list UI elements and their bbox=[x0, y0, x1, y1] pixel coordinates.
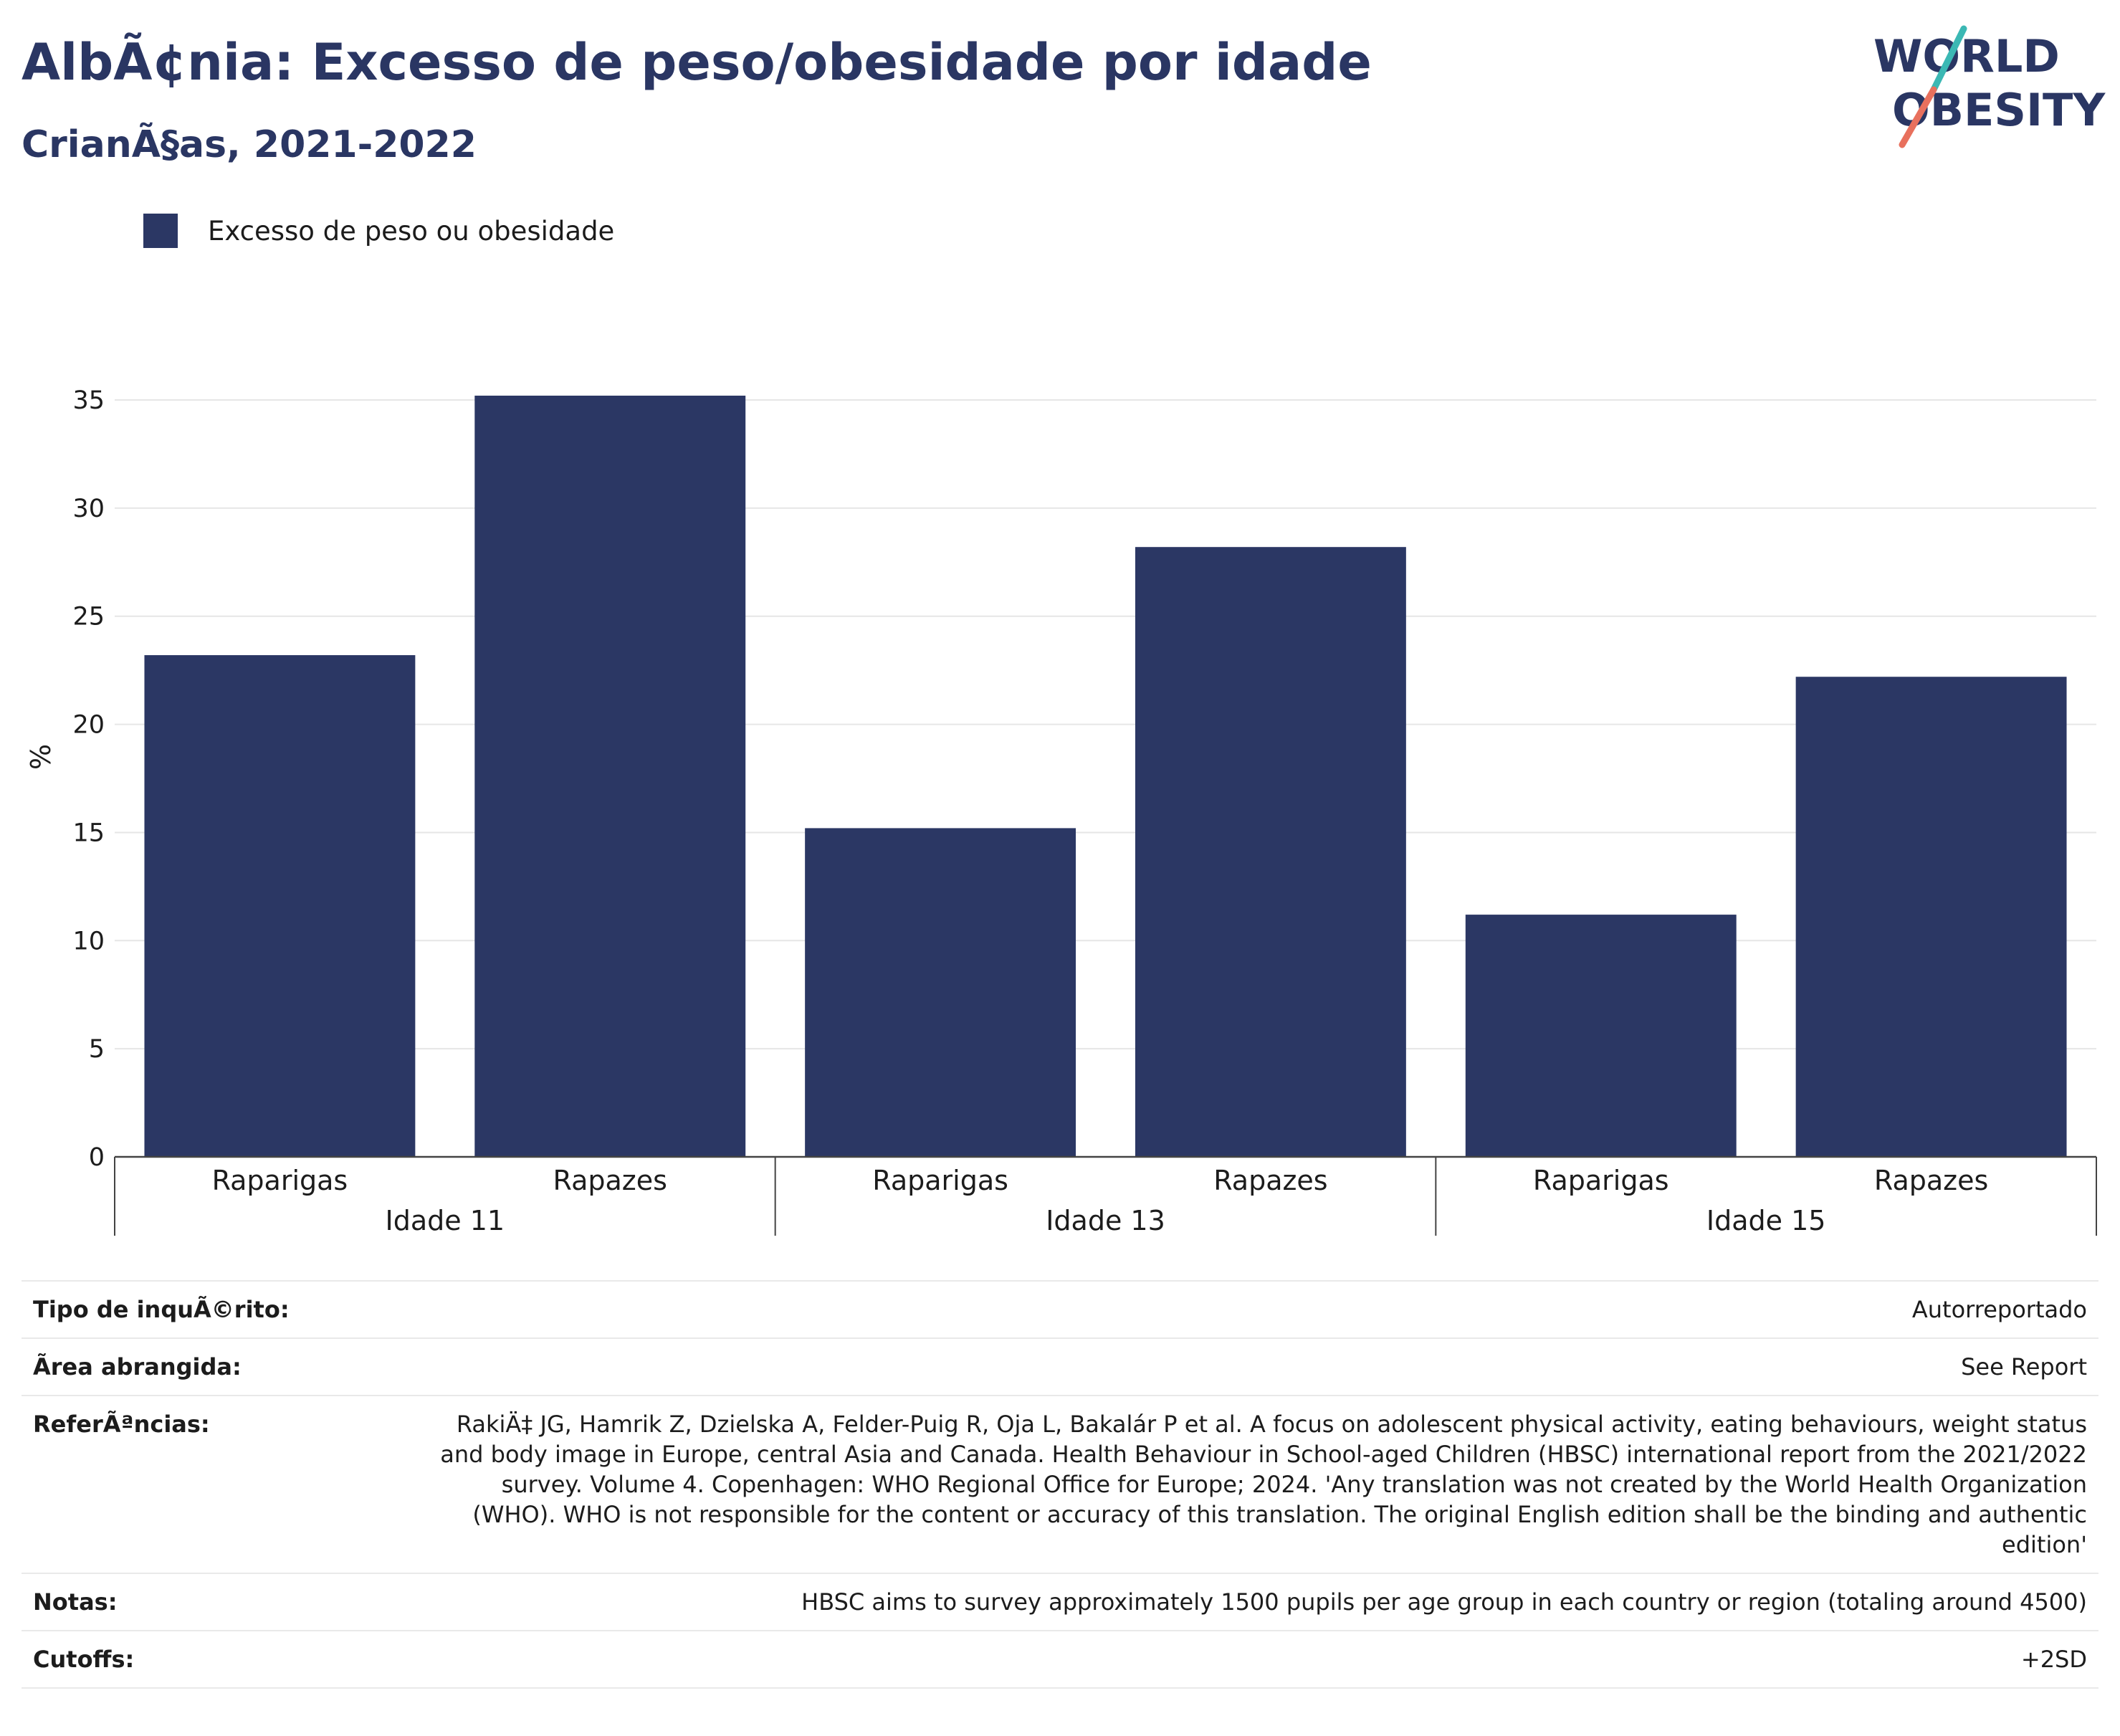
metadata-key: Ãrea abrangida: bbox=[22, 1337, 417, 1396]
x-category-label: Rapazes bbox=[1874, 1165, 1988, 1196]
x-category-label: Rapazes bbox=[553, 1165, 667, 1196]
x-group-label: Idade 15 bbox=[1706, 1205, 1826, 1236]
metadata-row: ReferÃªncias: RakiÄ‡ JG, Hamrik Z, Dziels… bbox=[22, 1395, 2098, 1573]
metadata-key: Tipo de inquÃ©rito: bbox=[22, 1280, 417, 1338]
y-axis-title: % bbox=[25, 744, 57, 770]
chart-legend: Excesso de peso ou obesidade bbox=[143, 213, 614, 249]
y-tick-label: 25 bbox=[72, 603, 105, 631]
x-group-label: Idade 13 bbox=[1046, 1205, 1165, 1236]
legend-swatch bbox=[143, 214, 178, 248]
x-category-label: Rapazes bbox=[1213, 1165, 1327, 1196]
metadata-key: Notas: bbox=[22, 1573, 417, 1631]
metadata-value: See Report bbox=[417, 1337, 2098, 1396]
y-tick-label: 20 bbox=[72, 711, 105, 740]
logo-slash-coral bbox=[1899, 86, 1937, 148]
metadata-value: +2SD bbox=[417, 1630, 2098, 1689]
y-tick-label: 35 bbox=[72, 386, 105, 415]
logo-text-obesity: OBESITY bbox=[1892, 84, 2106, 136]
y-tick-label: 15 bbox=[72, 819, 105, 847]
y-tick-label: 10 bbox=[72, 927, 105, 955]
metadata-row: Cutoffs: +2SD bbox=[22, 1630, 2098, 1689]
metadata-row: Notas: HBSC aims to survey approximately … bbox=[22, 1573, 2098, 1631]
y-tick-label: 5 bbox=[89, 1035, 105, 1064]
chart-subtitle: CrianÃ§as, 2021-2022 bbox=[22, 123, 477, 166]
bar bbox=[805, 828, 1076, 1157]
logo-text-world: WORLD bbox=[1873, 30, 2060, 82]
metadata-key: Cutoffs: bbox=[22, 1630, 417, 1689]
bar-chart: 0 5 10 15 20 25 30 35 Raparigas Rapazes Idade 11 Ra… bbox=[25, 386, 2097, 1236]
metadata-row: Ãrea abrangida: See Report bbox=[22, 1337, 2098, 1396]
metadata-value: Autorreportado bbox=[417, 1280, 2098, 1338]
chart-title: AlbÃ¢nia: Excesso de peso/obesidade por … bbox=[22, 33, 1372, 92]
x-category-label: Raparigas bbox=[212, 1165, 348, 1196]
x-category-label: Raparigas bbox=[1533, 1165, 1669, 1196]
metadata-table: Tipo de inquÃ©rito: Autorreportado Ãrea ab… bbox=[22, 1280, 2098, 1689]
bar bbox=[1135, 547, 1406, 1157]
metadata-row: Tipo de inquÃ©rito: Autorreportado bbox=[22, 1280, 2098, 1338]
x-group-label: Idade 11 bbox=[386, 1205, 505, 1236]
y-tick-label: 0 bbox=[89, 1143, 105, 1172]
legend-label: Excesso de peso ou obesidade bbox=[208, 215, 615, 247]
metadata-key: ReferÃªncias: bbox=[22, 1395, 417, 1573]
metadata-value: RakiÄ‡ JG, Hamrik Z, Dzielska A, Felder-… bbox=[417, 1395, 2098, 1573]
y-tick-label: 30 bbox=[72, 495, 105, 523]
bar bbox=[144, 655, 416, 1157]
bar bbox=[1465, 915, 1737, 1157]
world-obesity-logo: WORLD OBESITY bbox=[1873, 25, 2106, 148]
bar bbox=[474, 396, 746, 1157]
x-category-label: Raparigas bbox=[872, 1165, 1008, 1196]
logo-slash-teal bbox=[1930, 25, 1967, 93]
bar bbox=[1795, 677, 2067, 1157]
metadata-value: HBSC aims to survey approximately 1500 p… bbox=[417, 1573, 2098, 1631]
